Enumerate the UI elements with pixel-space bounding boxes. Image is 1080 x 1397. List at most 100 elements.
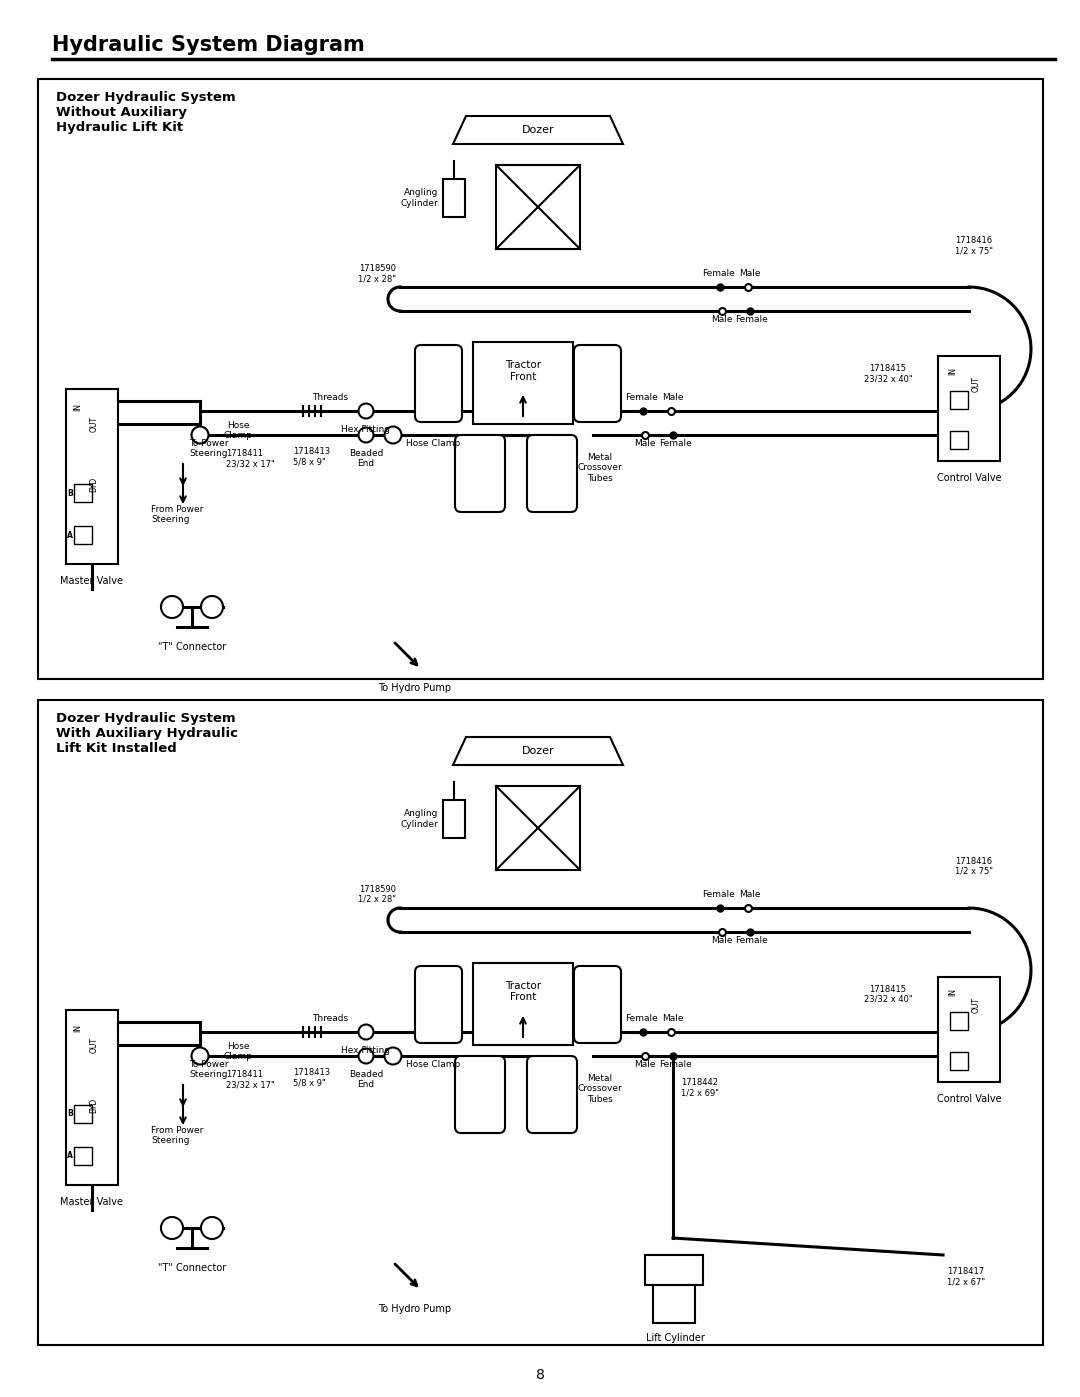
Text: Threads: Threads [312,1014,348,1023]
FancyBboxPatch shape [527,1056,577,1133]
Circle shape [359,404,374,419]
Text: Threads: Threads [312,393,348,402]
FancyBboxPatch shape [573,345,621,422]
Text: Hex Fitting: Hex Fitting [341,1046,391,1055]
Text: 1718411
23/32 x 17": 1718411 23/32 x 17" [226,1070,274,1090]
Text: Female: Female [659,439,691,448]
Text: Male: Male [712,314,732,324]
Text: Master Valve: Master Valve [60,576,123,585]
Bar [950,1011,968,1030]
Bar [66,388,118,564]
Text: 1718442
1/2 x 69": 1718442 1/2 x 69" [681,1078,719,1098]
Text: 1718416
1/2 x 75": 1718416 1/2 x 75" [955,856,993,876]
Text: From Power
Steering: From Power Steering [151,1126,203,1146]
Text: 1718411
23/32 x 17": 1718411 23/32 x 17" [226,448,274,468]
Text: Hose
Clamp: Hose Clamp [224,420,253,440]
FancyBboxPatch shape [573,965,621,1044]
Text: Male: Male [739,270,760,278]
Text: Hex Fitting: Hex Fitting [341,425,391,434]
Text: IN: IN [948,367,958,374]
Bar [496,165,580,249]
Text: To Hydro Pump: To Hydro Pump [378,683,451,693]
Text: Male: Male [712,936,732,944]
Text: To Hydro Pump: To Hydro Pump [378,1303,451,1315]
Circle shape [384,1048,402,1065]
Text: OUT: OUT [972,376,981,393]
Bar [443,179,465,217]
Text: Beaded
End: Beaded End [349,448,383,468]
Bar [75,1147,92,1165]
Text: OUT: OUT [90,416,98,432]
Bar [496,787,580,870]
Text: Female: Female [624,1014,658,1023]
Text: Control Valve: Control Valve [936,1094,1001,1104]
Bar [939,356,1000,461]
Bar [38,80,1043,679]
Text: 1718590
1/2 x 28": 1718590 1/2 x 28" [357,264,396,284]
Bar [645,1255,703,1285]
Bar [75,527,92,543]
Text: Dozer Hydraulic System
With Auxiliary Hydraulic
Lift Kit Installed: Dozer Hydraulic System With Auxiliary Hy… [56,712,238,754]
Text: Male: Male [662,1014,684,1023]
Circle shape [384,426,402,443]
Text: Female: Female [624,393,658,402]
Text: Dozer: Dozer [522,746,554,756]
Text: BYD: BYD [90,1098,98,1112]
Text: To Power
Steering: To Power Steering [189,1059,229,1078]
Text: BYD: BYD [90,476,98,492]
Text: Dozer Hydraulic System
Without Auxiliary
Hydraulic Lift Kit: Dozer Hydraulic System Without Auxiliary… [56,91,235,134]
Polygon shape [453,116,623,144]
Text: Beaded
End: Beaded End [349,1070,383,1090]
Text: Control Valve: Control Valve [936,474,1001,483]
Circle shape [191,426,208,443]
FancyBboxPatch shape [527,434,577,511]
Circle shape [161,597,183,617]
Text: A: A [67,531,73,539]
Bar [653,1285,696,1323]
Text: 8: 8 [536,1368,544,1382]
Text: Dozer: Dozer [522,124,554,136]
Text: 1718415
23/32 x 40": 1718415 23/32 x 40" [864,985,913,1004]
Text: 1718590
1/2 x 28": 1718590 1/2 x 28" [357,884,396,904]
Text: Female: Female [735,314,768,324]
Bar [939,977,1000,1083]
Circle shape [191,1048,208,1065]
Text: Angling
Cylinder: Angling Cylinder [401,809,438,828]
Bar [66,1010,118,1185]
Circle shape [359,427,374,443]
Bar [75,1105,92,1123]
Text: IN: IN [73,1024,82,1032]
Bar [950,391,968,409]
Text: Female: Female [702,890,734,900]
Text: Hose Clamp: Hose Clamp [406,1060,460,1069]
Text: Lift Cylinder: Lift Cylinder [646,1333,704,1343]
Text: Tractor
Front: Tractor Front [505,360,541,381]
Text: OUT: OUT [90,1037,98,1053]
Polygon shape [453,738,623,766]
Text: 1718413
5/8 x 9": 1718413 5/8 x 9" [293,1067,330,1087]
Text: 1718417
1/2 x 67": 1718417 1/2 x 67" [947,1267,985,1287]
Text: B: B [67,1109,72,1119]
Text: Male: Male [662,393,684,402]
Text: Metal
Crossover
Tubes: Metal Crossover Tubes [578,453,622,483]
Text: Master Valve: Master Valve [60,1197,123,1207]
Text: Male: Male [634,439,656,448]
Text: Hose Clamp: Hose Clamp [406,439,460,448]
Text: 1718416
1/2 x 75": 1718416 1/2 x 75" [955,236,993,256]
Circle shape [161,1217,183,1239]
Text: Female: Female [702,270,734,278]
Circle shape [201,597,222,617]
FancyBboxPatch shape [415,345,462,422]
Bar [75,483,92,502]
Text: "T" Connector: "T" Connector [158,1263,226,1273]
FancyBboxPatch shape [415,965,462,1044]
Text: Female: Female [735,936,768,944]
Bar [443,800,465,838]
Circle shape [201,1217,222,1239]
Text: To Power
Steering: To Power Steering [189,439,229,458]
FancyBboxPatch shape [455,1056,505,1133]
Text: IN: IN [73,402,82,411]
Text: Tractor
Front: Tractor Front [505,981,541,1003]
Text: A: A [67,1151,73,1161]
Text: OUT: OUT [972,997,981,1013]
